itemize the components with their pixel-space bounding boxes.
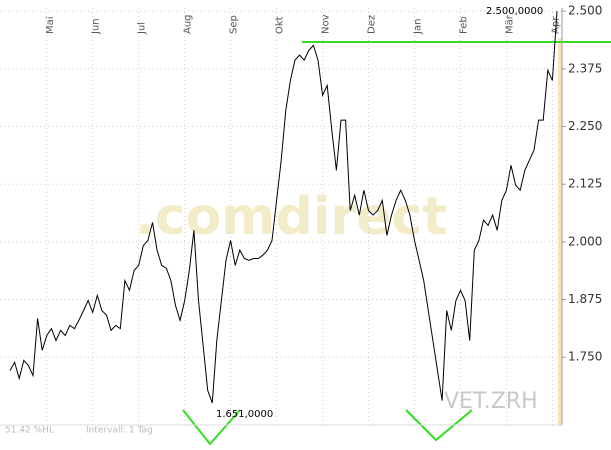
x-tick-label: Aug (183, 14, 194, 34)
symbol-label: VET.ZRH (444, 389, 538, 414)
y-tick-label: 2.375 (568, 61, 602, 75)
y-tick-label: 2.500 (568, 4, 602, 18)
bottom-marker (182, 409, 241, 446)
x-tick-label: Sep (229, 15, 240, 34)
x-tick-label: Jun (91, 18, 102, 35)
x-tick-label: Jan (413, 19, 424, 35)
footer-interval: Intervall: 1 Tag (86, 426, 153, 436)
y-tick-label: 2.250 (568, 119, 602, 133)
y-tick-label: 2.125 (568, 177, 602, 191)
max-annotation: 2.500,0000 (486, 6, 543, 17)
watermark: .comdirect (135, 187, 447, 247)
y-tick-label: 2.000 (568, 234, 602, 248)
x-tick-label: Nov (321, 14, 332, 34)
x-tick-label: Mär (504, 14, 515, 34)
grid (0, 8, 562, 425)
price-line (9, 11, 558, 404)
x-tick-label: Mai (45, 16, 56, 34)
bottom-marker (405, 409, 473, 442)
footer-left: 51.42 %HL (5, 426, 54, 436)
x-tick-label: Dez (367, 15, 378, 34)
min-annotation: 1.651,0000 (216, 409, 273, 420)
y-tick-label: 1.750 (568, 350, 602, 364)
x-tick-label: Okt (275, 16, 286, 34)
y-tick-label: 1.875 (568, 292, 602, 306)
range-bar (558, 38, 562, 426)
x-tick-label: Feb (458, 16, 469, 34)
x-tick-label: Jul (137, 22, 148, 35)
